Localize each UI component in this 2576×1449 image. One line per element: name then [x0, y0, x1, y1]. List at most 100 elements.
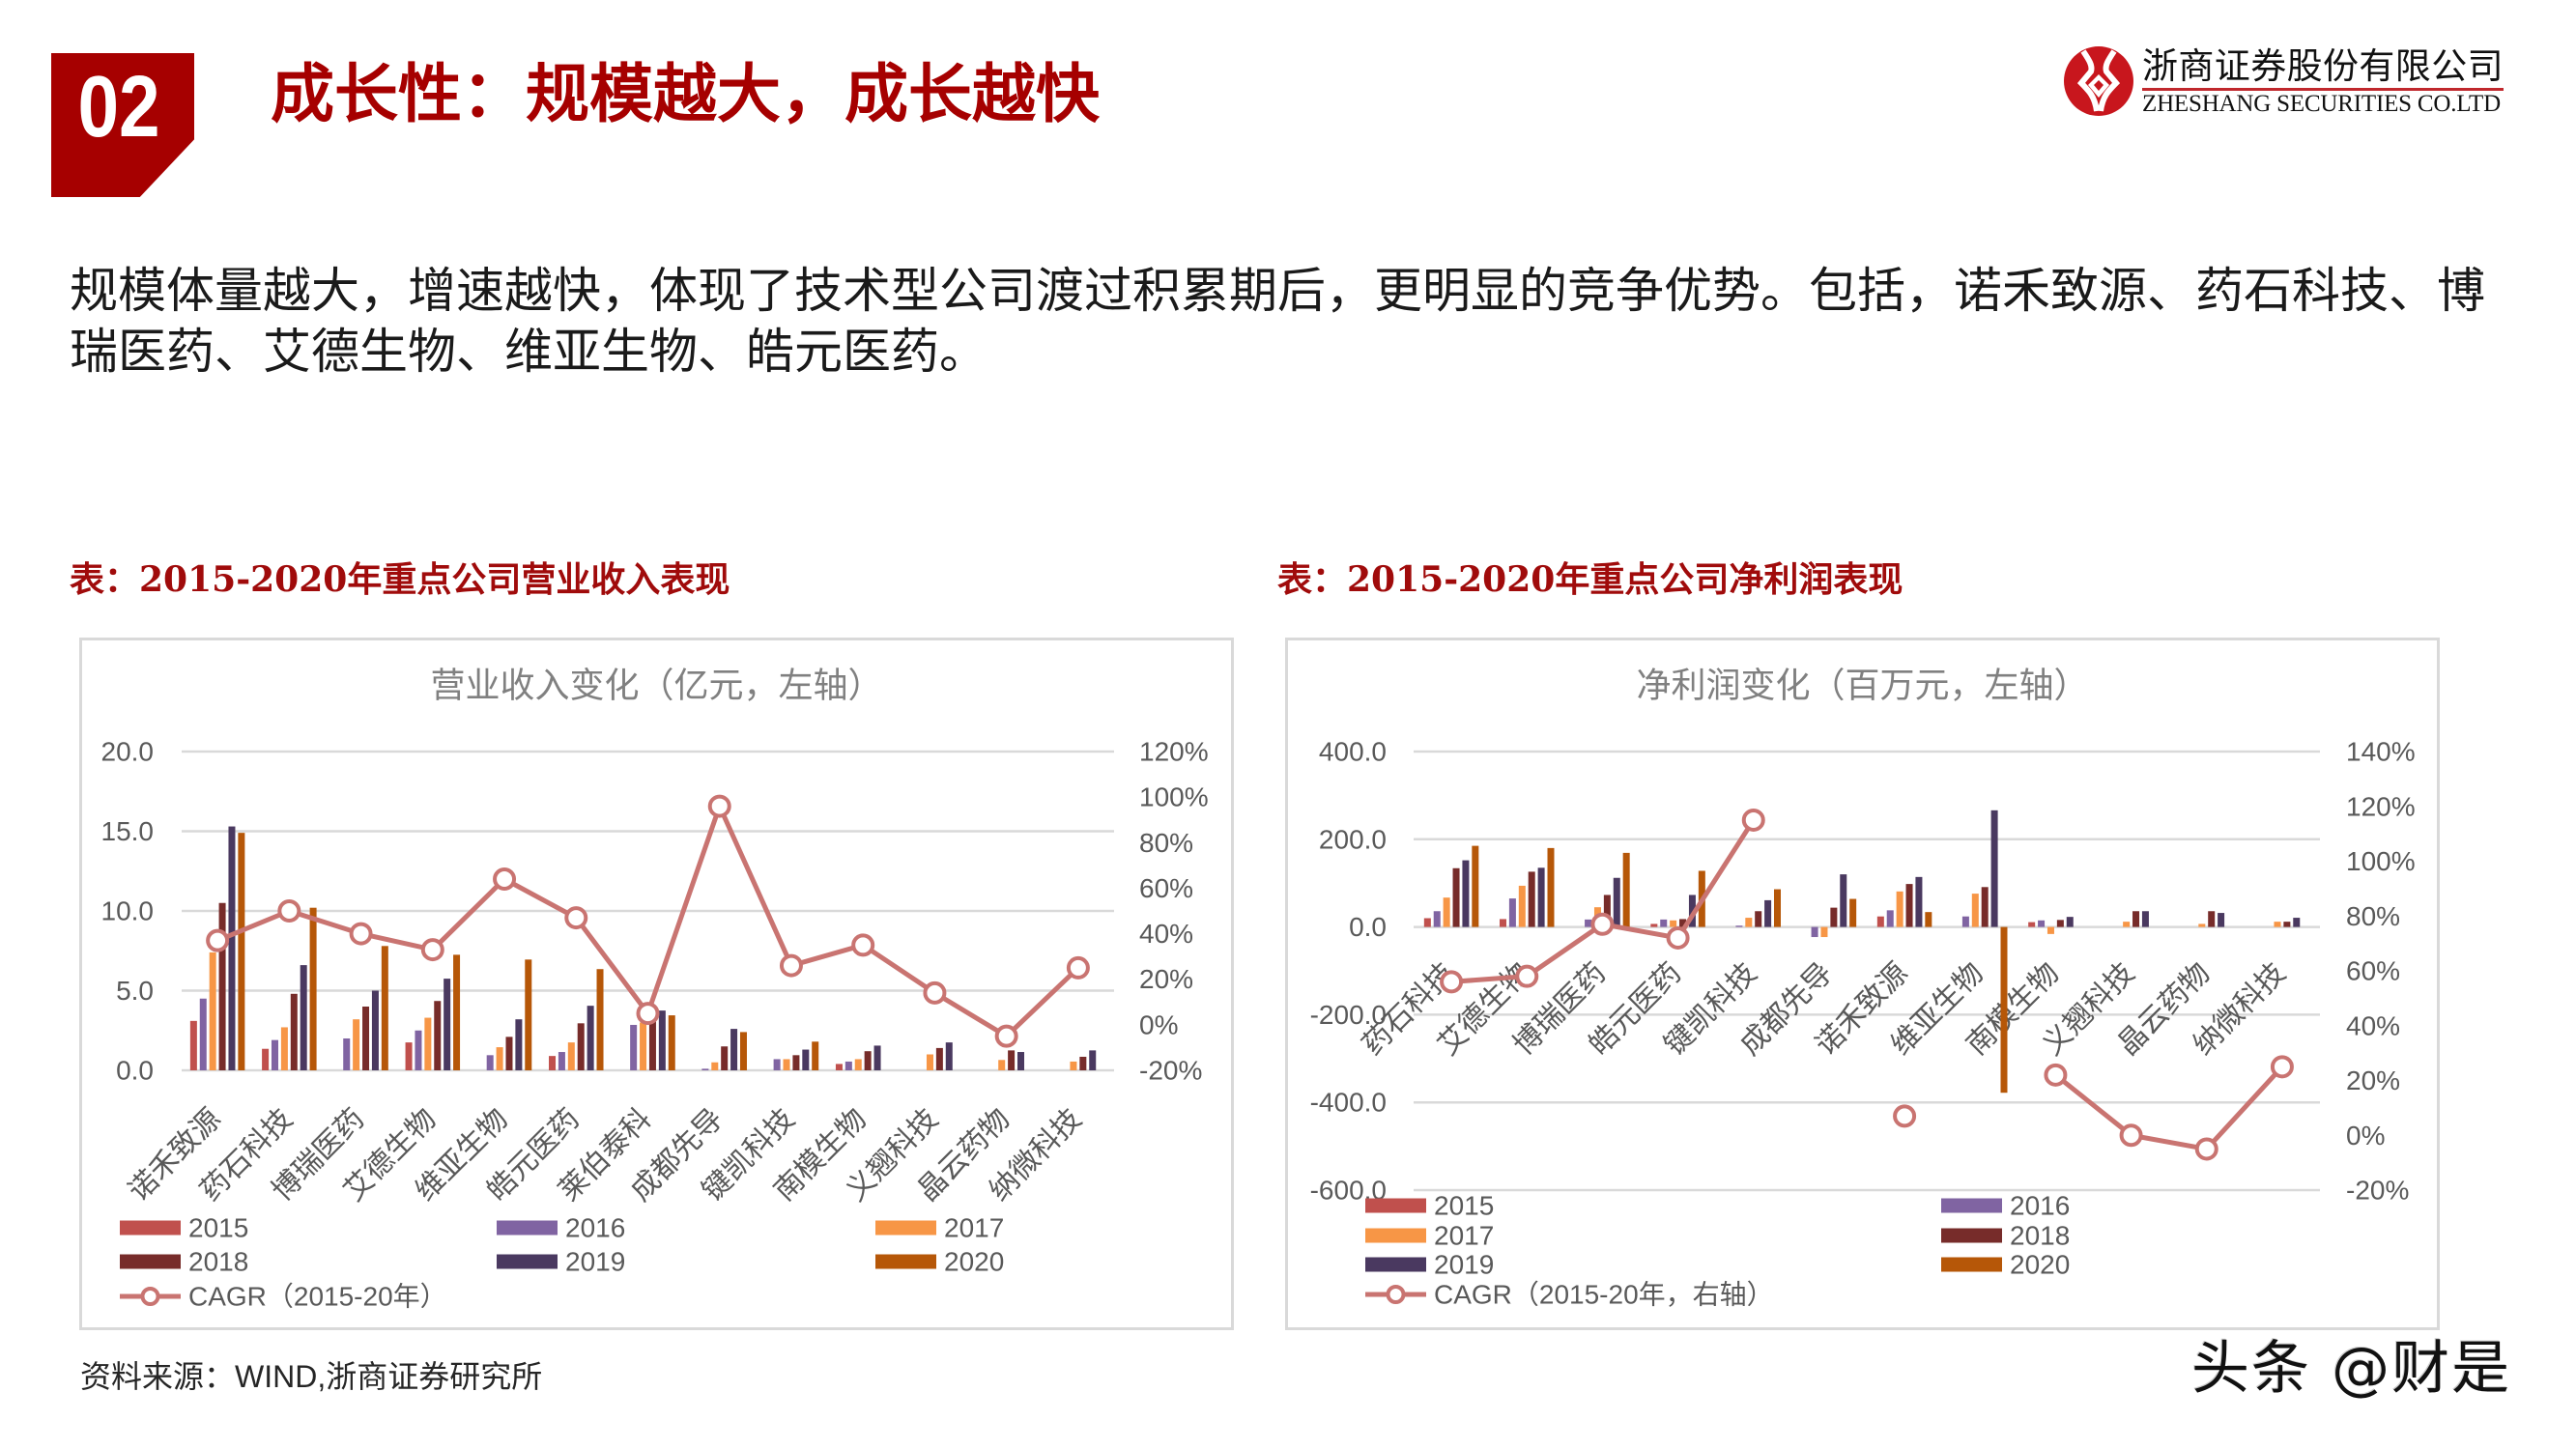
y-left-tick-label: 0.0 — [1349, 912, 1387, 942]
y-right-tick-label: 0% — [1139, 1009, 1178, 1039]
y-right-tick-label: 40% — [1139, 919, 1193, 949]
bar-2019 — [730, 1029, 738, 1070]
bar-2018 — [1981, 887, 1989, 927]
bar-2019 — [658, 1010, 666, 1070]
cagr-marker — [493, 867, 517, 891]
bar-2017 — [2198, 923, 2206, 927]
bar-2017 — [640, 1022, 647, 1070]
legend-item: CAGR（2015-20年） — [120, 1282, 447, 1312]
bar-2016 — [558, 1052, 565, 1070]
bar-2018 — [2208, 911, 2216, 927]
bar-2018 — [792, 1055, 800, 1070]
cagr-marker — [994, 1024, 1018, 1048]
legend-item: 2017 — [875, 1213, 1004, 1243]
legend-label: CAGR（2015-20年） — [188, 1282, 447, 1312]
bar-2018 — [1452, 867, 1460, 927]
bar-2020 — [668, 1015, 675, 1070]
cagr-marker — [923, 980, 947, 1005]
cagr-marker — [851, 933, 875, 957]
bar-2018 — [1008, 1050, 1016, 1070]
bar-2019 — [1537, 867, 1545, 927]
legend-item: 2015 — [120, 1213, 248, 1243]
company-name-cn: 浙商证券股份有限公司 — [2142, 45, 2504, 87]
legend-label: 2020 — [944, 1247, 1004, 1277]
bar-2018 — [648, 1017, 656, 1070]
legend-label: 2015 — [1434, 1191, 1494, 1221]
bar-2015 — [2028, 922, 2036, 927]
bar-2016 — [199, 998, 207, 1070]
bar-2016 — [271, 1039, 278, 1070]
legend-swatch — [1941, 1257, 2002, 1272]
net-profit-chart: 净利润变化（百万元，左轴） -600.0 -400.0 -200.0 0.0 200.0 4… — [1285, 638, 2440, 1330]
bar-2019 — [2066, 917, 2074, 927]
bar-2018 — [1528, 871, 1535, 927]
bar-2017 — [2046, 926, 2054, 934]
y-right-tick-label: -20% — [2346, 1176, 2409, 1206]
cagr-marker — [1440, 970, 1464, 994]
bar-2019 — [802, 1049, 810, 1070]
bar-2018 — [218, 902, 226, 1070]
bar-2017 — [2123, 922, 2131, 927]
legend-swatch — [120, 1254, 181, 1269]
bar-2018 — [721, 1046, 729, 1070]
bar-2018 — [362, 1007, 370, 1070]
revenue-chart: 营业收入变化（亿元，左轴） 0.0 5.0 10.0 15.0 20.0 -20% 0% 20%… — [79, 638, 1234, 1330]
intro-paragraph: 规模体量越大，增速越快，体现了技术型公司渡过积累期后，更明显的竞争优势。包括，诺… — [70, 264, 2485, 379]
bar-2019 — [1990, 810, 1998, 927]
bar-2016 — [415, 1030, 422, 1070]
y-left-tick-label: 400.0 — [1319, 737, 1387, 767]
chart-title: 净利润变化（百万元，左轴） — [1636, 667, 2088, 706]
cagr-marker — [1893, 1104, 1917, 1128]
legend-swatch — [1365, 1198, 1426, 1213]
bar-2017 — [998, 1060, 1006, 1070]
cagr-marker — [2270, 1055, 2294, 1079]
y-left-tick-label: 20.0 — [101, 737, 155, 767]
bar-2015 — [405, 1042, 413, 1070]
bar-2020 — [1547, 847, 1555, 927]
bar-2017 — [567, 1042, 575, 1070]
y-left-tick-label: -400.0 — [1310, 1088, 1387, 1118]
legend-swatch — [1941, 1228, 2002, 1243]
bar-2018 — [1830, 907, 1838, 927]
bar-2019 — [1613, 877, 1620, 927]
y-left-tick-label: 5.0 — [116, 976, 154, 1006]
legend-swatch — [120, 1220, 181, 1236]
bar-2018 — [290, 993, 298, 1070]
bar-2019 — [1089, 1050, 1097, 1070]
legend-item: 2016 — [1941, 1191, 2070, 1221]
bar-2017 — [2274, 922, 2281, 927]
bar-2019 — [1840, 874, 1847, 927]
cagr-marker — [2194, 1137, 2218, 1161]
legend-item: 2019 — [1365, 1250, 1494, 1280]
y-right-tick-label: 120% — [1139, 737, 1209, 767]
y-right-tick-label: 60% — [1139, 873, 1193, 903]
bar-2017 — [854, 1059, 862, 1070]
bar-2016 — [1961, 916, 1969, 927]
bar-2015 — [1876, 916, 1884, 927]
legend-swatch — [1941, 1198, 2002, 1213]
cagr-marker — [1666, 925, 1690, 950]
bar-2018 — [1079, 1056, 1087, 1070]
bar-2017 — [1070, 1061, 1077, 1070]
legend-swatch — [1365, 1228, 1426, 1243]
y-right-tick-label: 100% — [2346, 846, 2416, 876]
bar-2017 — [209, 952, 216, 1070]
legend-label: 2017 — [1434, 1221, 1494, 1251]
legend-swatch — [497, 1220, 558, 1236]
bar-2016 — [1660, 919, 1668, 927]
bar-2020 — [812, 1041, 819, 1070]
bar-2017 — [1443, 897, 1450, 927]
zheshang-logo-icon — [2064, 45, 2133, 117]
bar-2019 — [1017, 1052, 1025, 1070]
bar-2019 — [873, 1045, 881, 1070]
y-left-tick-label: -200.0 — [1310, 1000, 1387, 1030]
company-name-en: ZHESHANG SECURITIES CO.LTD — [2142, 91, 2501, 117]
bar-2016 — [1735, 925, 1743, 927]
bar-2018 — [1755, 911, 1762, 927]
y-right-tick-label: -20% — [1139, 1056, 1202, 1086]
y-right-tick-label: 60% — [2346, 956, 2400, 986]
bar-2019 — [1462, 860, 1470, 927]
bar-2018 — [864, 1051, 872, 1070]
bar-2016 — [701, 1068, 709, 1070]
bar-2017 — [496, 1047, 503, 1070]
